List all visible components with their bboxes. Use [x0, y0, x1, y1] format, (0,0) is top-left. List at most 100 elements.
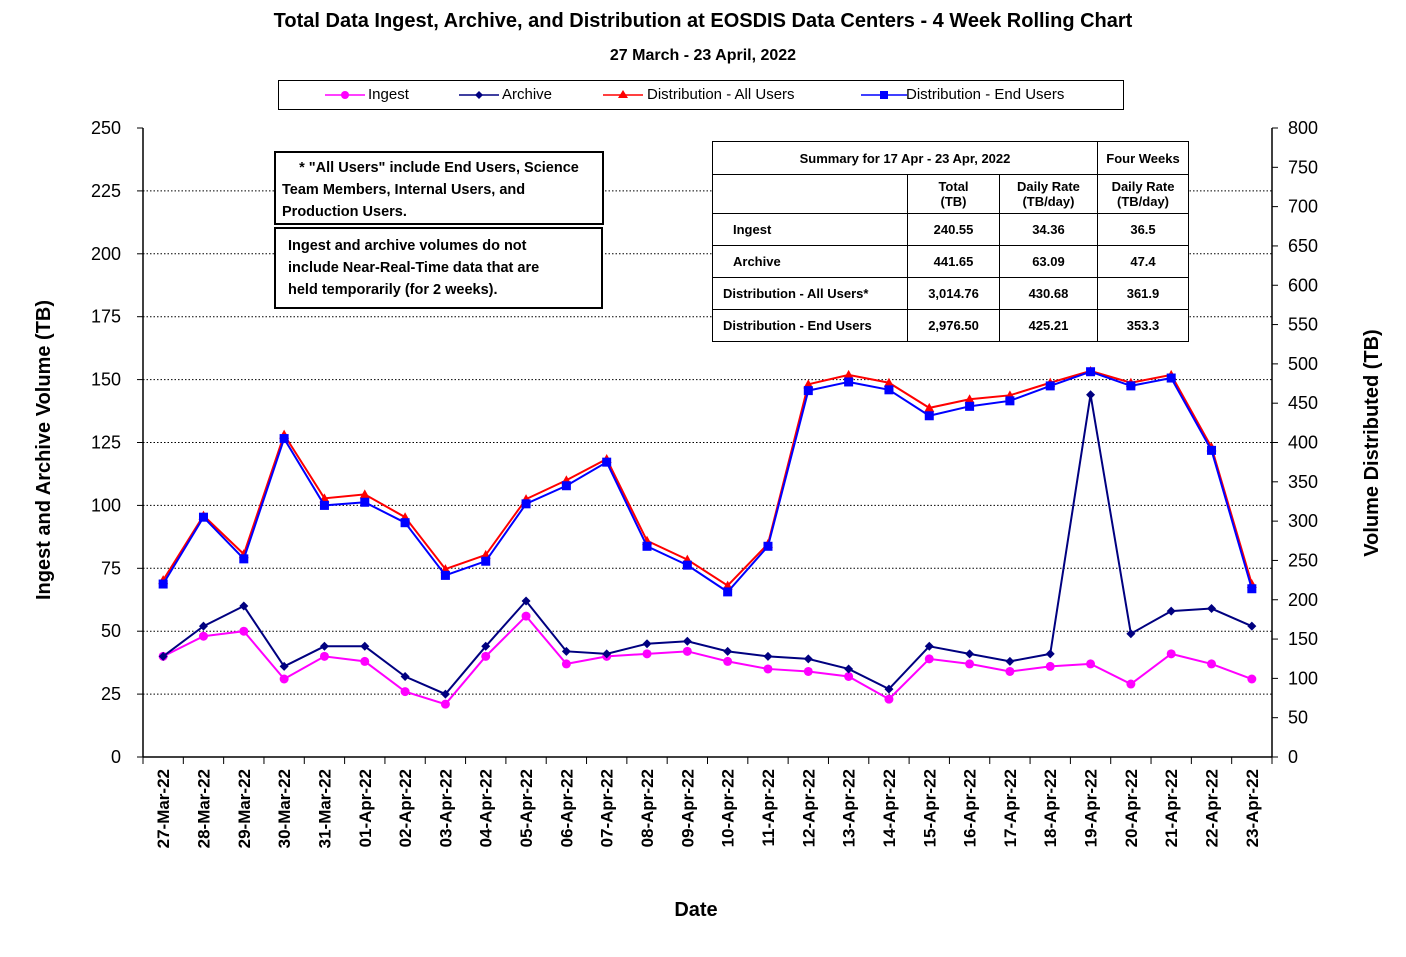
- data-point: [642, 639, 652, 649]
- data-point: [722, 580, 733, 590]
- data-point: [682, 636, 692, 646]
- right-tick-label: 300: [1288, 511, 1318, 531]
- data-point: [1166, 606, 1176, 616]
- data-point: [440, 689, 450, 699]
- data-point: [1247, 621, 1257, 631]
- data-point: [884, 385, 894, 395]
- right-tick-label: 400: [1288, 433, 1318, 453]
- data-point: [763, 664, 773, 674]
- data-point: [561, 481, 571, 491]
- data-point: [440, 699, 450, 709]
- x-axis-label: Date: [674, 899, 717, 921]
- data-point: [279, 661, 289, 671]
- data-point: [1086, 659, 1096, 669]
- x-tick-label: 06-Apr-22: [557, 769, 576, 847]
- data-point: [924, 402, 935, 412]
- data-point: [400, 671, 410, 681]
- legend-archive-marker: [475, 91, 483, 99]
- data-point: [481, 651, 491, 661]
- legend: Ingest Archive Distribution - All Users …: [278, 80, 1124, 110]
- data-point: [803, 379, 814, 389]
- table-row: Distribution - End Users 2,976.50 425.21…: [711, 309, 1189, 342]
- data-point: [723, 646, 733, 656]
- x-tick-label: 22-Apr-22: [1203, 769, 1222, 847]
- x-tick-label: 02-Apr-22: [396, 769, 415, 847]
- data-point: [1126, 679, 1136, 689]
- right-tick-label: 500: [1288, 354, 1318, 374]
- data-point: [1207, 445, 1217, 455]
- x-tick-label: 08-Apr-22: [638, 769, 657, 847]
- data-point: [319, 500, 329, 510]
- note2-line3: held temporarily (for 2 weeks).: [288, 282, 498, 298]
- right-tick-label: 100: [1288, 668, 1318, 688]
- data-point: [198, 512, 208, 522]
- series-archive: [158, 390, 1257, 699]
- x-tick-label: 28-Mar-22: [194, 769, 213, 848]
- x-tick-label: 17-Apr-22: [1001, 769, 1020, 847]
- data-point: [239, 554, 249, 564]
- data-point: [1045, 661, 1055, 671]
- right-tick-label: 700: [1288, 197, 1318, 217]
- right-tick-label: 50: [1288, 708, 1308, 728]
- right-tick-label: 650: [1288, 236, 1318, 256]
- x-tick-label: 05-Apr-22: [517, 769, 536, 847]
- data-point: [723, 587, 733, 597]
- x-tick-label: 07-Apr-22: [598, 769, 617, 847]
- data-point: [964, 394, 975, 404]
- left-tick-label: 25: [101, 684, 121, 704]
- x-tick-label: 03-Apr-22: [436, 769, 455, 847]
- data-point: [1247, 674, 1257, 684]
- right-tick-label: 350: [1288, 472, 1318, 492]
- x-tick-label: 21-Apr-22: [1162, 769, 1181, 847]
- note1-line1: * "All Users" include End Users, Science: [299, 160, 579, 176]
- data-point: [561, 646, 571, 656]
- data-point: [924, 654, 934, 664]
- data-point: [602, 649, 612, 659]
- data-point: [239, 626, 249, 636]
- left-axis-ticks: 0 25 50 75 100 125 150 175 200 225 250: [91, 118, 143, 767]
- row-daily: 63.09: [998, 245, 1099, 278]
- right-tick-label: 750: [1288, 157, 1318, 177]
- data-point: [279, 434, 289, 444]
- data-point: [360, 497, 370, 507]
- row-total: 441.65: [907, 245, 1000, 278]
- left-tick-label: 100: [91, 495, 121, 515]
- summary-col-daily: Daily Rate: [1017, 179, 1080, 194]
- left-tick-label: 125: [91, 433, 121, 453]
- data-point: [1126, 629, 1136, 639]
- right-tick-label: 600: [1288, 275, 1318, 295]
- left-tick-label: 150: [91, 370, 121, 390]
- data-point: [844, 377, 854, 387]
- row-label: Distribution - All Users*: [711, 277, 909, 310]
- x-axis-ticks: 27-Mar-22 28-Mar-22 29-Mar-22 30-Mar-22 31-M…: [142, 757, 1273, 848]
- data-point: [1207, 604, 1217, 614]
- summary-header-total: Total (TB): [907, 174, 1000, 214]
- summary-col-total-unit: (TB): [940, 194, 967, 209]
- x-tick-label: 10-Apr-22: [719, 769, 738, 847]
- note2-line1: Ingest and archive volumes do not: [288, 238, 527, 254]
- data-point: [723, 656, 733, 666]
- x-tick-label: 19-Apr-22: [1082, 769, 1101, 847]
- right-axis-ticks: 0 50 100 150 200 250 300 350 400 450 500 550 600 650 7…: [1272, 118, 1318, 767]
- x-tick-label: 16-Apr-22: [961, 769, 980, 847]
- data-point: [965, 659, 975, 669]
- row-total: 2,976.50: [907, 309, 1000, 342]
- right-tick-label: 800: [1288, 118, 1318, 138]
- data-point: [1005, 396, 1015, 406]
- data-point: [884, 684, 894, 694]
- series-line: [162, 369, 1253, 587]
- row-total: 240.55: [907, 213, 1000, 246]
- left-tick-label: 250: [91, 118, 121, 138]
- x-tick-label: 13-Apr-22: [840, 769, 859, 847]
- data-point: [481, 641, 491, 651]
- legend-ingest-marker: [341, 91, 349, 99]
- chart-title: Total Data Ingest, Archive, and Distribu…: [273, 10, 1133, 32]
- row-daily: 34.36: [998, 213, 1099, 246]
- left-tick-label: 225: [91, 181, 121, 201]
- data-point: [279, 674, 289, 684]
- series-line: [162, 370, 1253, 594]
- row-total: 3,014.76: [907, 277, 1000, 310]
- x-tick-label: 14-Apr-22: [880, 769, 899, 847]
- data-point: [521, 499, 531, 509]
- data-point: [924, 641, 934, 651]
